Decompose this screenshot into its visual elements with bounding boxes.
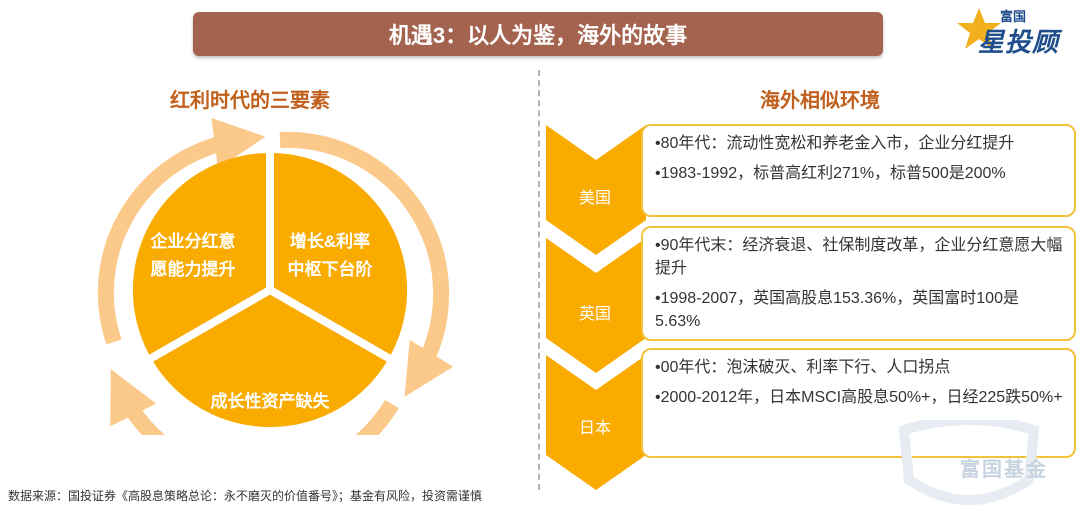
chevron-uk bbox=[546, 238, 646, 373]
country-box-usa: •80年代：流动性宽松和养老金入市，企业分红提升 •1983-1992，标普高红… bbox=[641, 124, 1076, 217]
country-box-japan: •00年代：泡沫破灭、利率下行、人口拐点 •2000-2012年，日本MSCI高… bbox=[641, 348, 1076, 458]
bullet: •80年代：流动性宽松和养老金入市，企业分红提升 bbox=[655, 135, 1015, 152]
watermark-text: 富国基金 bbox=[960, 459, 1048, 481]
divider bbox=[538, 70, 540, 490]
chevron-japan bbox=[546, 355, 646, 490]
country-label-uk: 英国 bbox=[578, 306, 611, 323]
country-label-japan: 日本 bbox=[578, 420, 611, 437]
bullet: •1983-1992，标普高红利271%，标普500是200% bbox=[655, 165, 1006, 182]
cycle-arrow-2 bbox=[279, 131, 454, 397]
bullet: •1998-2007，英国高股息153.36%，英国富时100是5.63% bbox=[655, 290, 1019, 330]
source-note: 数据来源：国投证券《高股息策略总论：永不磨灭的价值番号》；基金有风险，投资需谨慎 bbox=[8, 489, 483, 503]
page-title: 机遇3：以人为鉴，海外的故事 bbox=[193, 12, 883, 56]
brand-logo: 富国 星投顾 bbox=[956, 4, 1066, 57]
left-section-title: 红利时代的三要素 bbox=[170, 90, 330, 112]
bullet: •2000-2012年，日本MSCI高股息50%+，日经225跌50%+ bbox=[655, 389, 1063, 406]
country-box-uk: •90年代末：经济衰退、社保制度改革，企业分红意愿大幅提升 •1998-2007… bbox=[641, 226, 1076, 341]
cycle-arrow-1 bbox=[97, 117, 266, 345]
right-section-title: 海外相似环境 bbox=[760, 90, 880, 112]
watermark-shield-icon bbox=[898, 420, 1040, 505]
segment-growth-assets-label: 成长性资产缺失 bbox=[210, 392, 330, 411]
bullet: •90年代末：经济衰退、社保制度改革，企业分红意愿大幅提升 bbox=[655, 237, 1063, 277]
cycle-diagram bbox=[97, 117, 454, 435]
country-chevrons bbox=[546, 125, 646, 490]
logo-top-text: 富国 bbox=[1000, 9, 1027, 24]
chevron-usa bbox=[546, 125, 646, 255]
star-icon bbox=[957, 8, 1001, 49]
logo-main-text: 星投顾 bbox=[978, 27, 1060, 57]
cycle-arrow-3 bbox=[110, 369, 399, 435]
bullet: •00年代：泡沫破灭、利率下行、人口拐点 bbox=[655, 359, 951, 376]
segment-growth-rate-label: 增长&利率 中枢下台阶 bbox=[287, 232, 373, 279]
segment-dividend-label: 企业分红意 愿能力提升 bbox=[150, 232, 236, 279]
country-label-usa: 美国 bbox=[578, 190, 611, 207]
